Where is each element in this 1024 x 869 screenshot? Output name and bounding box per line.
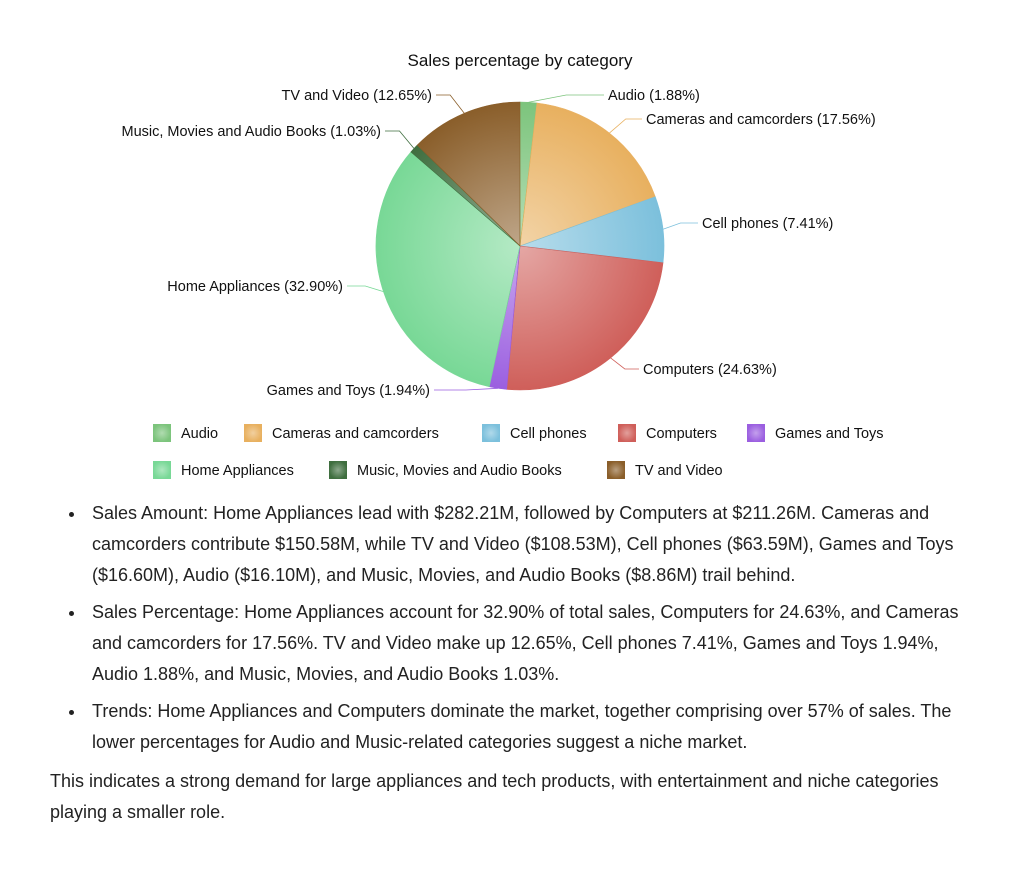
legend-label[interactable]: Cell phones [510,426,587,442]
legend-label[interactable]: Home Appliances [181,463,294,479]
legend-label[interactable]: TV and Video [635,463,723,479]
legend-label[interactable]: Music, Movies and Audio Books [357,463,562,479]
leader-line [528,94,604,103]
slice-label: Cell phones (7.41%) [702,216,833,232]
leader-line [385,130,415,149]
legend-swatch [747,424,765,442]
slice-label: Audio (1.88%) [608,88,700,104]
legend-swatch [329,461,347,479]
bullet-trends: Trends: Home Appliances and Computers do… [86,696,980,758]
legend-swatch [618,424,636,442]
slice-label: Computers (24.63%) [643,362,777,378]
legend-label[interactable]: Audio [181,426,218,442]
leader-line [662,222,698,230]
summary-text: This indicates a strong demand for large… [50,771,939,822]
pie-chart: Sales percentage by category Audio (1.88… [121,51,884,479]
leader-line [610,357,639,370]
slice-label: Games and Toys (1.94%) [267,383,430,399]
legend-swatch [153,424,171,442]
chart-title: Sales percentage by category [408,51,633,70]
legend-label[interactable]: Computers [646,426,717,442]
pie-slice-5[interactable] [375,151,521,388]
leader-line [609,118,642,134]
leader-line [436,94,465,114]
bullet-sales-percentage: Sales Percentage: Home Appliances accoun… [86,597,980,690]
insights-list: Sales Amount: Home Appliances lead with … [50,498,980,758]
leader-line [347,285,384,292]
legend-label[interactable]: Cameras and camcorders [272,426,439,442]
slice-label: TV and Video (12.65%) [282,88,432,104]
legend-swatch [607,461,625,479]
legend-swatch [482,424,500,442]
legend-swatch [153,461,171,479]
slice-label: Music, Movies and Audio Books (1.03%) [121,124,381,140]
slice-label: Home Appliances (32.90%) [167,279,343,295]
slice-label: Cameras and camcorders (17.56%) [646,112,876,128]
legend-label[interactable]: Games and Toys [775,426,884,442]
leader-line [434,387,498,391]
pie-slice-3[interactable] [506,245,664,391]
text-area: Sales Amount: Home Appliances lead with … [50,498,980,828]
bullet-sales-amount: Sales Amount: Home Appliances lead with … [86,498,980,591]
legend-swatch [244,424,262,442]
